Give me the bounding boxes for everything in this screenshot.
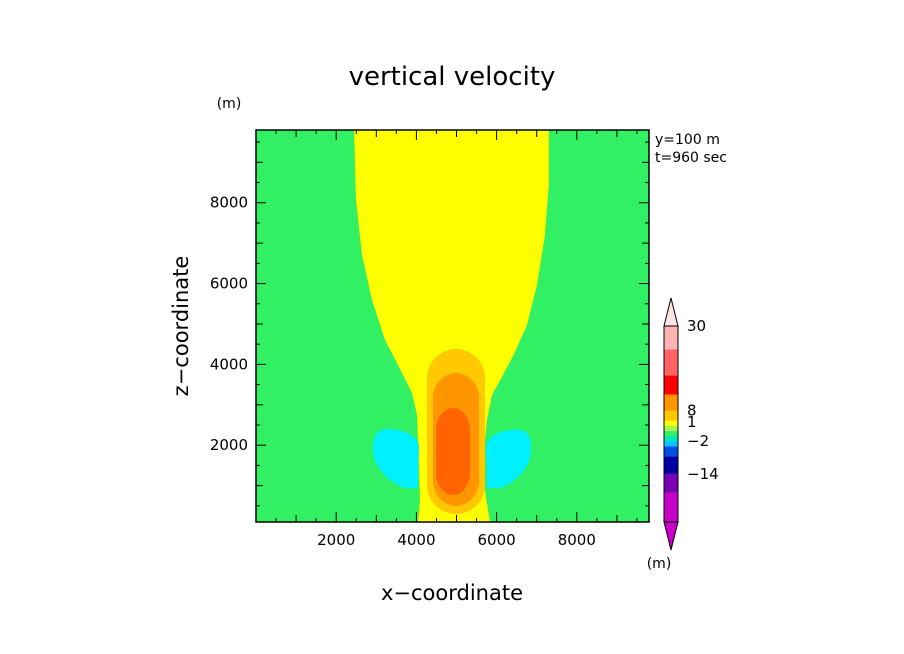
- x-tick-label: 2000: [317, 531, 355, 549]
- colorbar-band: [664, 441, 678, 447]
- colorbar-band: [664, 394, 678, 411]
- colorbar-band: [664, 326, 678, 350]
- plot-frame: [255, 129, 650, 523]
- colorbar-label: −2: [687, 432, 709, 450]
- axis-ticks: [256, 130, 649, 522]
- colorbar-label: 30: [687, 317, 706, 335]
- y-tick-label: 2000: [210, 436, 248, 454]
- colorbar-band: [664, 446, 678, 457]
- colorbar-over-triangle: [663, 297, 679, 327]
- plot-area: [255, 129, 650, 523]
- updraft-level-3: [436, 408, 470, 495]
- y-tick-label: 6000: [210, 275, 248, 293]
- colorbar-band: [664, 492, 678, 522]
- colorbar-label: 1: [687, 413, 697, 431]
- colorbar-under-triangle: [663, 521, 679, 551]
- colorbar-label: −14: [687, 465, 719, 483]
- x-axis-title: x−coordinate: [381, 581, 523, 605]
- colorbar-band: [664, 473, 678, 493]
- x-tick-labels: 2000 4000 6000 8000: [317, 531, 596, 549]
- colorbar-label: 8: [687, 402, 697, 420]
- y-tick-labels: 2000 4000 6000 8000: [210, 194, 248, 454]
- y-tick-label: 8000: [210, 194, 248, 212]
- colorbar-band: [664, 410, 678, 421]
- y-axis-unit: (m): [217, 96, 242, 112]
- colorbar-band: [664, 349, 678, 376]
- weak-updraft-region: [354, 130, 549, 522]
- downdraft-left: [372, 428, 419, 488]
- chart-title: vertical velocity: [349, 62, 556, 92]
- y-tick-label: 4000: [210, 355, 248, 373]
- colorbar: 30 81−2 −14: [663, 297, 719, 551]
- colorbar-frame: [663, 325, 679, 523]
- colorbar-band: [664, 430, 678, 437]
- annotation-y-position: y=100 m: [655, 132, 720, 148]
- colorbar-band: [664, 375, 678, 395]
- x-tick-label: 4000: [397, 531, 435, 549]
- y-axis-title: z−coordinate: [169, 256, 193, 397]
- colorbar-band: [664, 420, 678, 426]
- x-tick-label: 8000: [558, 531, 596, 549]
- colorbar-band: [664, 456, 678, 474]
- annotation-time: t=960 sec: [655, 150, 727, 166]
- colorbar-band: [664, 425, 678, 431]
- x-tick-label: 6000: [478, 531, 516, 549]
- colorbar-unit: (m): [647, 556, 672, 572]
- downdraft-right: [486, 429, 532, 488]
- colorbar-band: [664, 436, 678, 442]
